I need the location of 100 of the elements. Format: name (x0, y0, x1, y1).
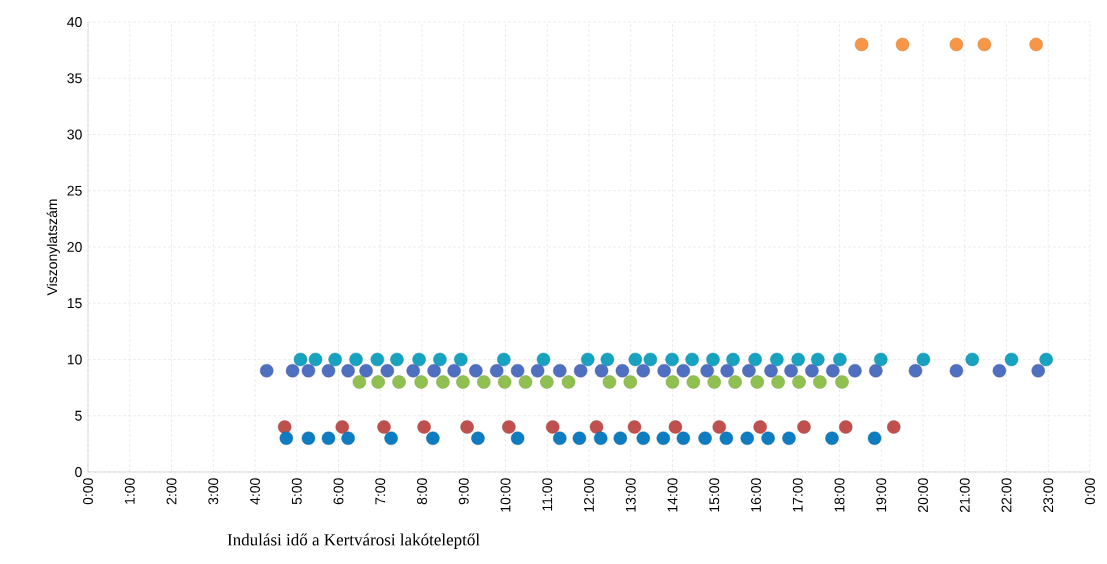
point (805, 364, 819, 378)
point (615, 364, 630, 378)
point (573, 364, 588, 378)
point (433, 352, 447, 367)
point (553, 364, 567, 378)
point (656, 431, 671, 445)
x-axis-title: Indulási idő a Kertvárosi lakóteleptől (227, 533, 480, 549)
point (706, 352, 720, 367)
point (833, 352, 847, 367)
point (593, 431, 608, 445)
point (908, 364, 923, 378)
point (328, 352, 342, 367)
point (412, 352, 426, 367)
point (869, 364, 883, 378)
point (460, 420, 474, 434)
point (719, 431, 734, 445)
point (436, 375, 450, 389)
y-axis-title: Viszonylatszám (46, 199, 60, 296)
x-tick-label: 21:00 (959, 478, 970, 512)
point (293, 352, 308, 367)
point (497, 352, 511, 367)
point (707, 375, 721, 389)
point (1039, 352, 1053, 367)
point (392, 375, 406, 389)
point (623, 375, 638, 389)
point (426, 431, 440, 445)
x-tick-label: 0:00 (1085, 478, 1095, 505)
point (728, 375, 742, 389)
point (748, 352, 762, 367)
point (761, 431, 775, 445)
x-tick-label: 10:00 (500, 478, 511, 512)
point (792, 375, 806, 389)
x-tick-label: 3:00 (208, 478, 219, 505)
point (277, 420, 292, 434)
point (469, 364, 483, 378)
point (1004, 352, 1019, 367)
x-tick-label: 13:00 (625, 478, 636, 512)
point (341, 431, 355, 445)
point (712, 420, 726, 434)
point (502, 420, 516, 434)
point (561, 375, 576, 389)
x-tick-label: 23:00 (1043, 478, 1054, 512)
point (497, 375, 512, 389)
point (826, 364, 840, 378)
point (627, 420, 642, 434)
y-tick-label: 30 (67, 129, 82, 140)
point (377, 420, 391, 434)
point (545, 420, 560, 434)
x-tick-label: 14:00 (667, 478, 678, 512)
point (390, 352, 404, 367)
point (665, 352, 679, 367)
x-tick-label: 5:00 (291, 478, 302, 505)
point (321, 364, 336, 378)
point (770, 352, 784, 367)
point (553, 431, 567, 445)
point (676, 431, 691, 445)
y-tick-label: 20 (67, 242, 82, 252)
x-tick-label: 15:00 (709, 478, 720, 512)
x-tick-label: 2:00 (166, 478, 177, 505)
point (949, 364, 964, 378)
point (813, 375, 827, 389)
x-tick-label: 7:00 (375, 478, 386, 505)
point (685, 352, 699, 367)
point (742, 364, 756, 378)
x-tick-label: 19:00 (876, 478, 887, 512)
point (371, 375, 385, 389)
point (490, 364, 504, 378)
point (676, 364, 691, 378)
x-tick-label: 6:00 (333, 478, 344, 505)
x-tick-label: 22:00 (1001, 478, 1012, 512)
y-tick-label: 5 (75, 410, 82, 421)
point (600, 352, 615, 367)
point (665, 375, 680, 389)
x-tick-label: 18:00 (834, 478, 845, 512)
x-tick-label: 17:00 (792, 478, 803, 512)
point (811, 352, 825, 367)
point (260, 364, 274, 378)
point (613, 431, 628, 445)
x-tick-label: 8:00 (417, 478, 427, 505)
point (698, 431, 712, 445)
point (301, 364, 316, 378)
point (301, 431, 316, 445)
x-tick-label: 4:00 (250, 478, 260, 505)
x-tick-label: 12:00 (584, 478, 594, 512)
point (308, 352, 323, 367)
point (447, 364, 461, 378)
point (602, 375, 617, 389)
point (380, 364, 395, 378)
point (628, 352, 643, 367)
point (456, 375, 470, 389)
point (726, 352, 740, 367)
point (782, 431, 796, 445)
point (589, 420, 604, 434)
y-tick-label: 15 (67, 298, 82, 309)
x-tick-label: 0:00 (83, 478, 93, 505)
point (867, 431, 882, 445)
point (518, 375, 533, 389)
point (916, 352, 931, 367)
point (384, 431, 398, 445)
point (657, 364, 671, 378)
